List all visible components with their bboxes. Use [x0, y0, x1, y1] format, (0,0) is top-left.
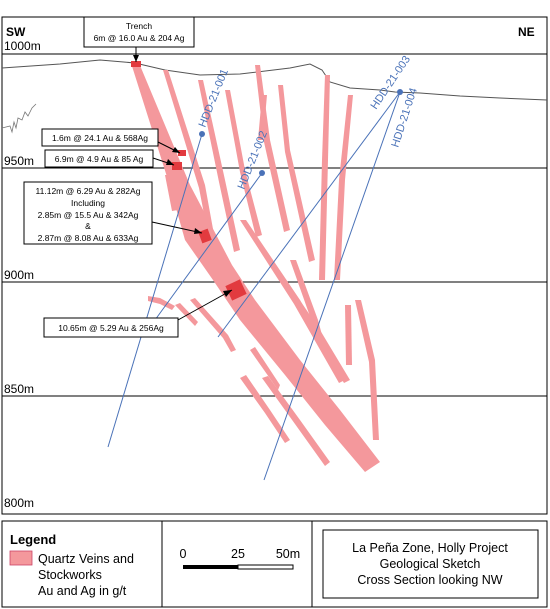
vein-i [260, 250, 350, 383]
callout-c2-box [44, 149, 154, 168]
legend-line3: Au and Ag in g/t [38, 584, 127, 598]
callout-trench-line2: 6m @ 16.0 Au & 204 Ag [94, 33, 185, 43]
title-line2: Geological Sketch [380, 557, 481, 571]
elev-label-950: 950m [4, 154, 34, 168]
scale-tick-0: 0 [180, 547, 187, 561]
arrow-c1 [172, 147, 180, 153]
main-vein [131, 63, 380, 472]
corner-ne: NE [518, 25, 535, 39]
callout-c3-l2: Including [71, 198, 105, 208]
vein-j [290, 260, 322, 336]
collar-002 [259, 170, 265, 176]
title-box [322, 529, 539, 599]
callout-c3-l3: 2.85m @ 15.5 Au & 342Ag [38, 210, 139, 220]
scale-bar: 0 25 50m [180, 547, 300, 570]
vein-t [258, 95, 267, 140]
legend-line2: Stockworks [38, 568, 102, 582]
elev-label-850: 850m [4, 382, 34, 396]
arrow-c2 [166, 159, 174, 165]
callout-c2-text: 6.9m @ 4.9 Au & 85 Ag [55, 154, 144, 164]
collar-003-004 [397, 89, 403, 95]
quartz-veins [131, 63, 380, 472]
callout-c3-l5: 2.87m @ 8.08 Au & 633Ag [38, 233, 139, 243]
callout-c3-box [23, 181, 153, 245]
elev-label-900: 900m [4, 268, 34, 282]
vein-c [225, 90, 262, 237]
elev-label-1000: 1000m [4, 39, 41, 53]
intercepts [131, 61, 247, 301]
callout-c1-text: 1.6m @ 24.1 Au & 568Ag [52, 133, 148, 143]
vein-e [278, 85, 315, 262]
vein-k [345, 305, 352, 365]
legend-text: Quartz Veins and Stockworks Au and Ag in… [38, 552, 134, 598]
vein-p [190, 298, 236, 352]
legend-swatch [9, 550, 33, 566]
vein-b [198, 80, 240, 252]
drillhole-001-trace [107, 133, 203, 448]
leader-c3 [151, 221, 203, 234]
intercept-c1 [178, 150, 186, 156]
collars [199, 89, 403, 176]
title-text: La Peña Zone, Holly Project Geological S… [352, 541, 508, 587]
vein-g [334, 95, 353, 280]
title-line3: Cross Section looking NW [357, 573, 502, 587]
scale-tick-50: 50m [276, 547, 300, 561]
callout-c3-l4: & [85, 221, 91, 231]
title-line1: La Peña Zone, Holly Project [352, 541, 508, 555]
vein-n [240, 375, 290, 443]
topography-left-slope [1, 103, 37, 134]
arrow-trench [133, 55, 139, 62]
drillhole-003-trace [217, 91, 401, 338]
vein-s [165, 175, 178, 211]
vein-l [355, 300, 379, 440]
vein-o [262, 376, 330, 466]
corner-sw: SW [6, 25, 26, 39]
legend-line1: Quartz Veins and [38, 552, 134, 566]
scale-seg-white [237, 564, 294, 570]
callout-trench-line1: Trench [126, 21, 152, 31]
callout-trench-box [83, 16, 195, 48]
callouts: Trench 6m @ 16.0 Au & 204 Ag 1.6m @ 24.1… [23, 16, 195, 338]
callout-c1-box [41, 128, 159, 147]
collar-001 [199, 131, 205, 137]
vein-m [250, 347, 280, 390]
leader-c4 [177, 289, 233, 321]
callout-c4-text: 10.65m @ 5.29 Au & 256Ag [58, 323, 164, 333]
intercept-c3 [198, 228, 212, 244]
intercept-trench [131, 61, 141, 67]
scale-tick-25: 25 [231, 547, 245, 561]
intercept-c2 [172, 162, 182, 170]
vein-a [163, 70, 215, 240]
drillholes [107, 91, 401, 481]
intercept-c4 [225, 279, 247, 301]
vein-q [175, 303, 198, 326]
legend-title: Legend [10, 532, 56, 547]
arrow-c4 [223, 290, 232, 297]
arrow-c3 [194, 228, 202, 234]
drillhole-004-trace [263, 91, 401, 481]
callout-c3-l1: 11.12m @ 6.29 Au & 282Ag [36, 186, 141, 196]
scale-seg-black [183, 565, 238, 569]
vein-r [148, 296, 175, 310]
vein-f [319, 75, 330, 280]
elev-label-800: 800m [4, 496, 34, 510]
vein-h [240, 220, 345, 383]
topography-line [1, 59, 548, 101]
drillhole-002-trace [154, 172, 263, 321]
callout-c4-box [43, 317, 179, 338]
elevation-labels: 1000m 950m 900m 850m 800m [4, 39, 41, 510]
